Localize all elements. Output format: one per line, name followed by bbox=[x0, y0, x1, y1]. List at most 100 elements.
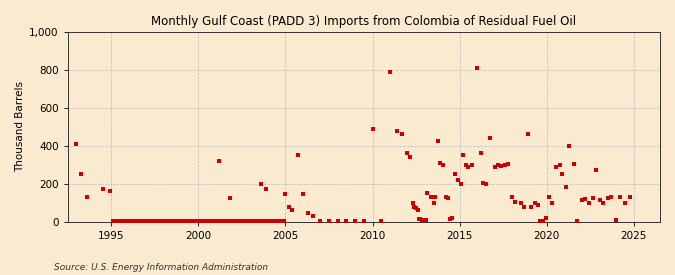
Point bbox=[496, 164, 507, 168]
Point bbox=[493, 163, 504, 167]
Point bbox=[157, 219, 167, 224]
Point bbox=[547, 200, 558, 205]
Point bbox=[416, 218, 427, 222]
Point bbox=[425, 195, 436, 199]
Point bbox=[250, 219, 261, 224]
Point bbox=[614, 195, 625, 199]
Point bbox=[404, 155, 415, 160]
Point bbox=[397, 132, 408, 137]
Point bbox=[82, 195, 92, 199]
Point bbox=[437, 163, 448, 167]
Point bbox=[611, 218, 622, 222]
Point bbox=[551, 164, 562, 169]
Point bbox=[280, 192, 291, 196]
Point bbox=[595, 198, 605, 202]
Point bbox=[261, 219, 272, 224]
Point bbox=[122, 219, 132, 224]
Point bbox=[602, 196, 613, 200]
Point bbox=[481, 182, 491, 186]
Point bbox=[500, 163, 510, 167]
Point bbox=[271, 219, 282, 224]
Point bbox=[413, 217, 424, 221]
Point bbox=[580, 197, 591, 201]
Point bbox=[332, 219, 343, 224]
Point bbox=[219, 219, 230, 224]
Point bbox=[503, 162, 514, 166]
Point bbox=[568, 162, 579, 166]
Point bbox=[236, 219, 247, 224]
Point bbox=[433, 139, 443, 143]
Point bbox=[223, 219, 234, 224]
Point bbox=[149, 219, 160, 224]
Point bbox=[142, 219, 153, 224]
Point bbox=[350, 219, 360, 224]
Point bbox=[287, 208, 298, 213]
Point bbox=[153, 219, 163, 224]
Point bbox=[268, 219, 279, 224]
Point bbox=[202, 219, 213, 224]
Point bbox=[554, 163, 565, 167]
Point bbox=[315, 219, 326, 224]
Point bbox=[428, 200, 439, 205]
Point bbox=[188, 219, 198, 224]
Point bbox=[445, 217, 456, 221]
Point bbox=[76, 172, 86, 177]
Point bbox=[587, 196, 598, 200]
Point bbox=[620, 200, 630, 205]
Point bbox=[194, 219, 205, 224]
Point bbox=[111, 219, 122, 224]
Point bbox=[538, 219, 549, 223]
Point bbox=[543, 195, 554, 199]
Point bbox=[367, 126, 378, 131]
Point bbox=[128, 219, 139, 224]
Point bbox=[466, 163, 477, 167]
Title: Monthly Gulf Coast (PADD 3) Imports from Colombia of Residual Fuel Oil: Monthly Gulf Coast (PADD 3) Imports from… bbox=[151, 15, 576, 28]
Point bbox=[215, 219, 226, 224]
Point bbox=[257, 219, 268, 224]
Point bbox=[209, 219, 219, 224]
Point bbox=[450, 172, 461, 177]
Point bbox=[463, 164, 474, 169]
Text: Source: U.S. Energy Information Administration: Source: U.S. Energy Information Administ… bbox=[54, 263, 268, 272]
Point bbox=[421, 218, 431, 222]
Point bbox=[522, 132, 533, 137]
Point bbox=[214, 159, 225, 163]
Point bbox=[560, 185, 571, 189]
Point bbox=[191, 219, 202, 224]
Point bbox=[518, 204, 529, 209]
Point bbox=[440, 195, 451, 199]
Point bbox=[226, 219, 237, 224]
Point bbox=[358, 219, 369, 224]
Point bbox=[407, 200, 418, 205]
Point bbox=[139, 219, 150, 224]
Point bbox=[478, 181, 489, 185]
Point bbox=[489, 164, 500, 169]
Point bbox=[278, 219, 289, 224]
Point bbox=[205, 219, 216, 224]
Point bbox=[230, 219, 240, 224]
Point bbox=[118, 219, 129, 224]
Point bbox=[460, 163, 471, 167]
Point bbox=[170, 219, 181, 224]
Point bbox=[97, 186, 108, 191]
Point bbox=[233, 219, 244, 224]
Point bbox=[506, 195, 517, 199]
Point bbox=[485, 136, 495, 141]
Point bbox=[167, 219, 178, 224]
Point bbox=[402, 151, 413, 156]
Point bbox=[452, 178, 463, 182]
Point bbox=[435, 161, 446, 165]
Point bbox=[606, 195, 617, 199]
Point bbox=[71, 142, 82, 146]
Point bbox=[529, 200, 540, 205]
Point bbox=[265, 219, 275, 224]
Point bbox=[275, 219, 286, 224]
Point bbox=[163, 219, 174, 224]
Point bbox=[455, 182, 466, 186]
Point bbox=[292, 153, 303, 158]
Point bbox=[261, 186, 272, 191]
Point bbox=[515, 200, 526, 205]
Point bbox=[422, 191, 433, 196]
Point bbox=[240, 219, 251, 224]
Point bbox=[412, 208, 423, 213]
